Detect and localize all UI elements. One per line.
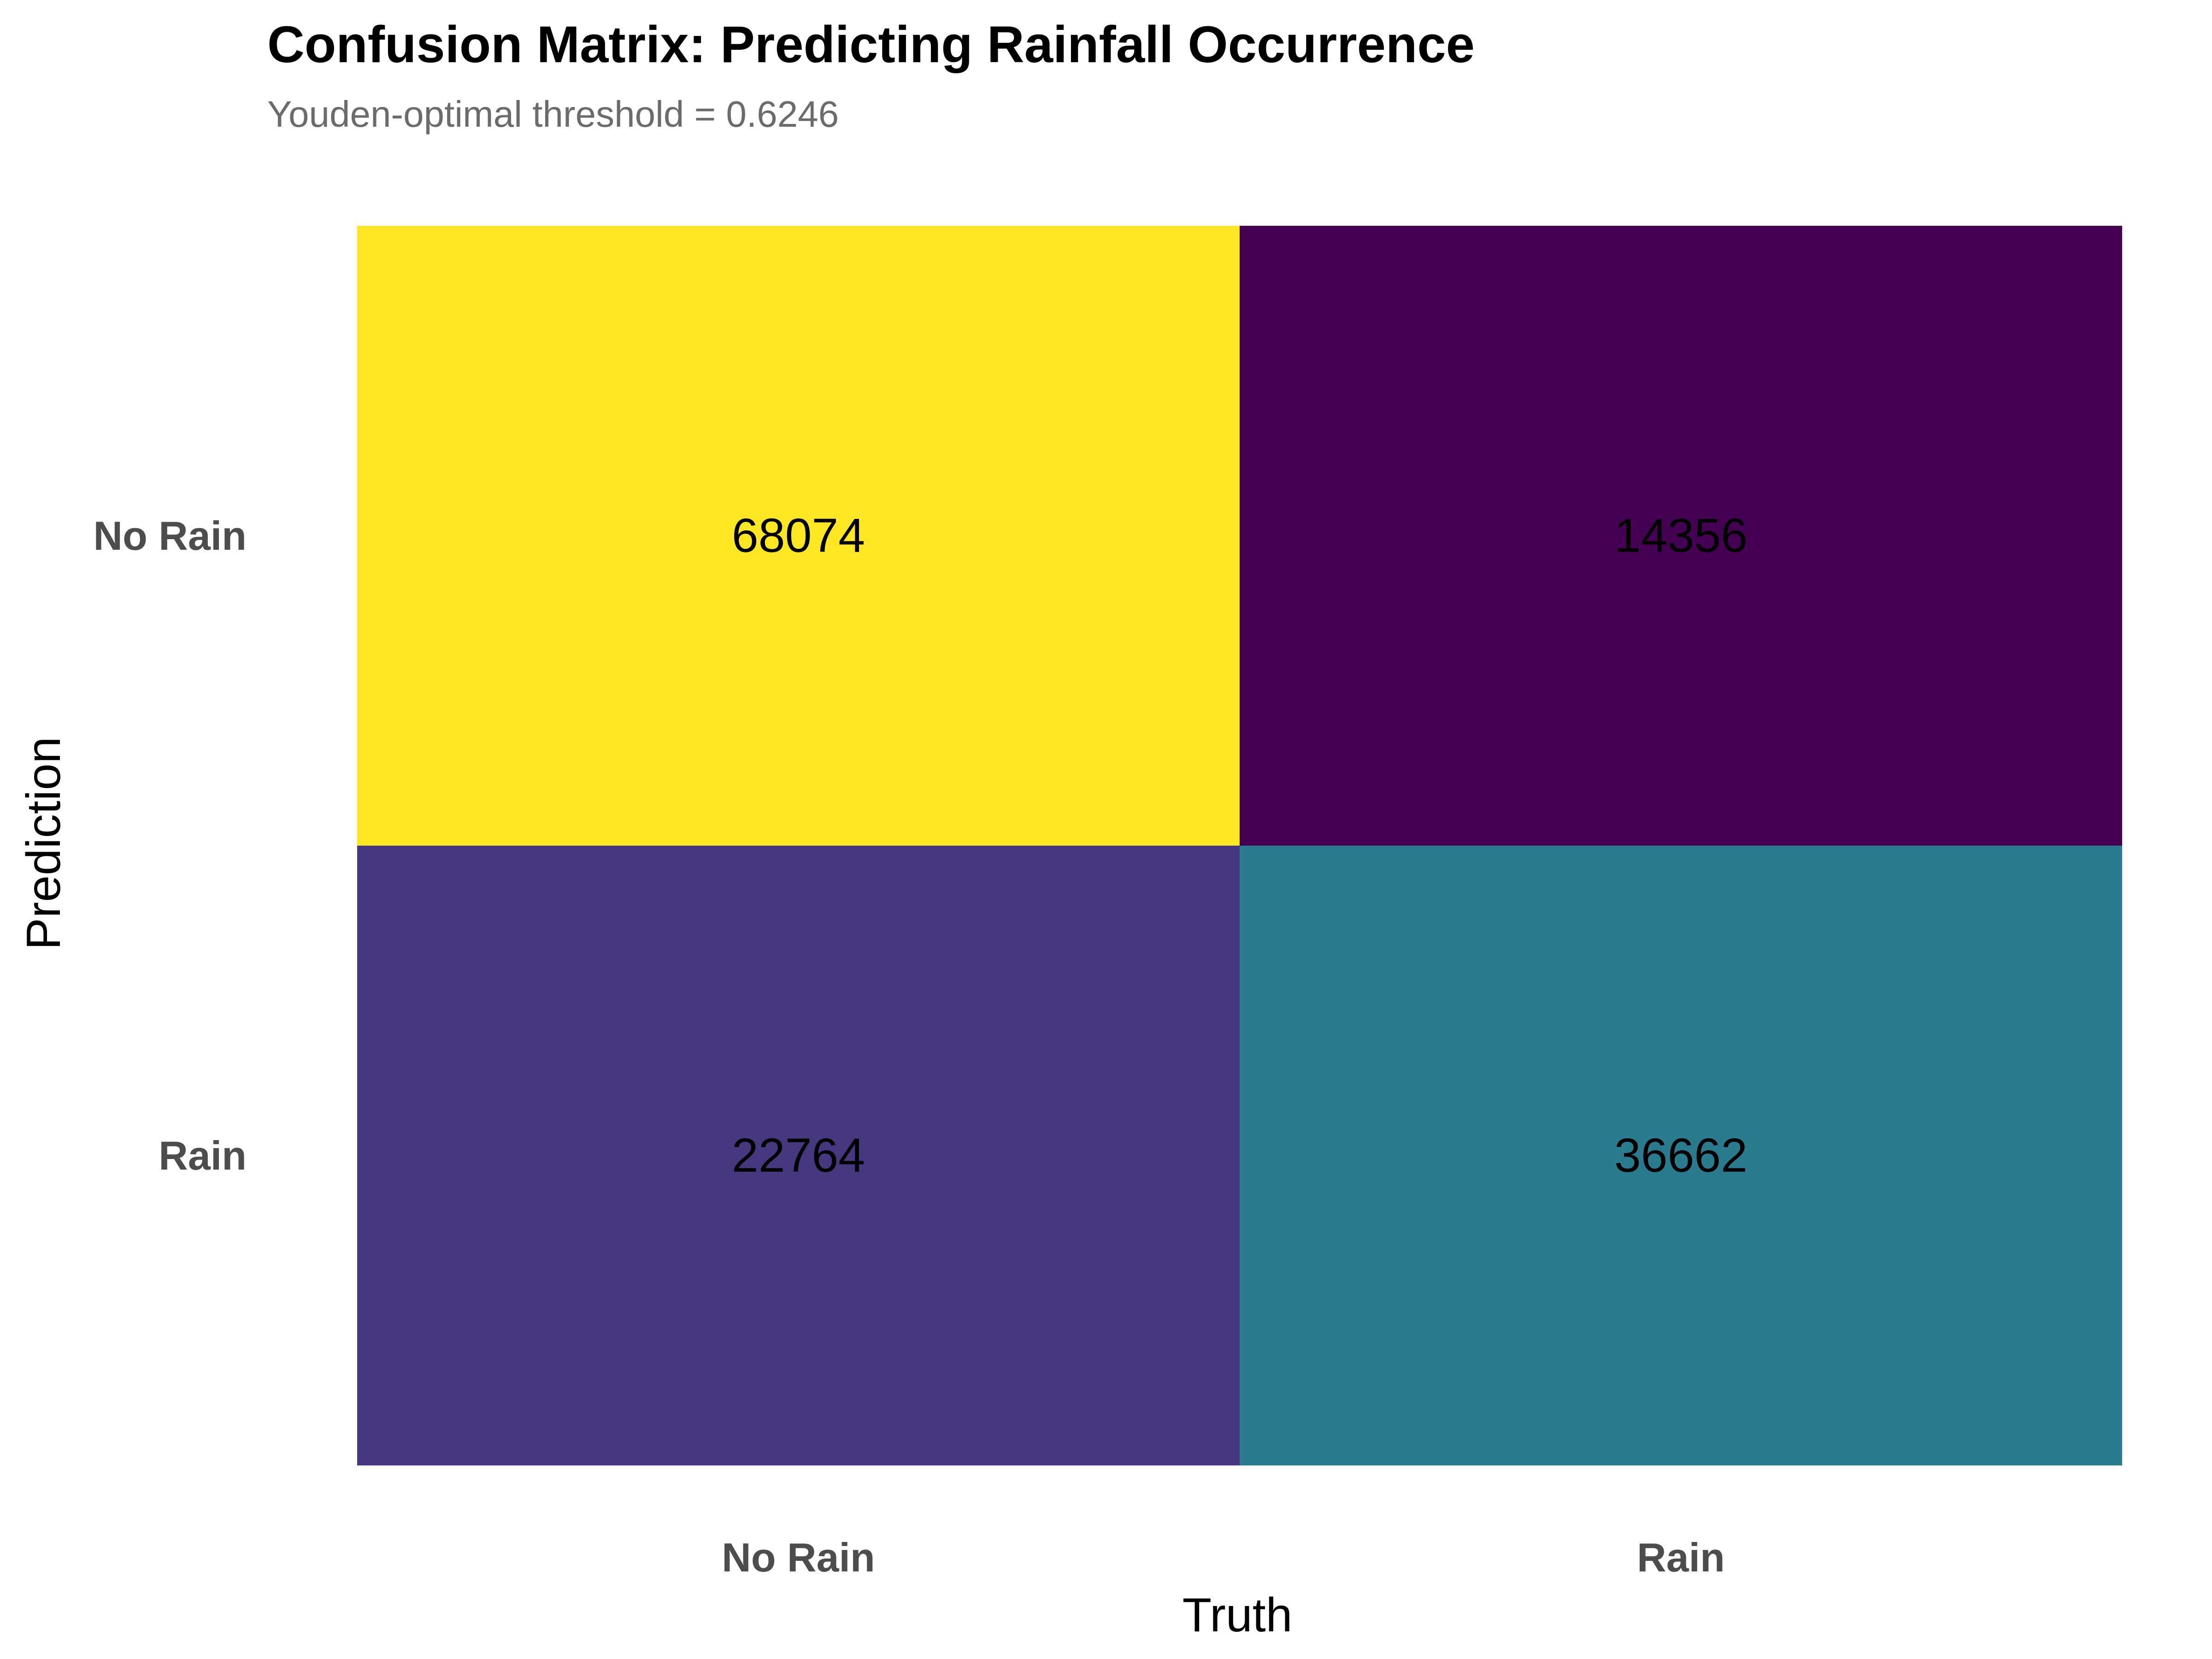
- heatmap-cells: 68074 14356 22764 36662: [357, 226, 2122, 1465]
- cell-value-label: 36662: [1614, 1129, 1747, 1182]
- x-tick-label: Rain: [1637, 1535, 1725, 1580]
- chart-title: Confusion Matrix: Predicting Rainfall Oc…: [267, 16, 1475, 73]
- y-axis-title: Prediction: [17, 737, 71, 950]
- heatmap-cell: [1240, 226, 2122, 846]
- chart-subtitle: Youden-optimal threshold = 0.6246: [267, 94, 839, 135]
- y-tick-label: No Rain: [94, 513, 247, 559]
- heatmap-cell: [1240, 846, 2122, 1465]
- heatmap-cell: [357, 226, 1240, 846]
- x-tick-label: No Rain: [722, 1535, 875, 1580]
- cell-value-label: 22764: [732, 1129, 865, 1182]
- cell-value-label: 14356: [1614, 509, 1747, 563]
- y-tick-label: Rain: [159, 1133, 247, 1178]
- heatmap-cell: [357, 846, 1240, 1465]
- axis-ticks: No Rain Rain No Rain Rain: [94, 513, 1725, 1580]
- x-axis-title: Truth: [1182, 1588, 1293, 1642]
- cell-value-label: 68074: [732, 509, 865, 563]
